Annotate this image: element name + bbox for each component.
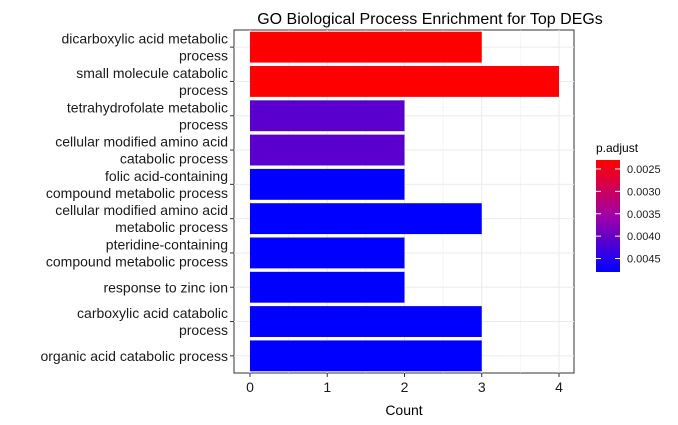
y-tick-label: process (179, 322, 228, 338)
y-tick-label: small molecule catabolic (76, 65, 228, 81)
x-tick-label: 0 (246, 379, 254, 395)
x-axis-label: Count (385, 402, 422, 418)
legend-tick-label: 0.0045 (627, 254, 661, 266)
x-tick-label: 1 (323, 379, 331, 395)
y-axis-labels: dicarboxylic acid metabolicprocesssmall … (40, 31, 234, 364)
y-tick-label: carboxylic acid catabolic (77, 305, 228, 321)
chart-title: GO Biological Process Enrichment for Top… (257, 11, 603, 28)
bar (250, 340, 482, 372)
y-tick-label: compound metabolic process (46, 185, 228, 201)
bar (250, 237, 405, 269)
y-tick-label: organic acid catabolic process (40, 348, 228, 364)
y-tick-label: catabolic process (120, 151, 228, 167)
bar (250, 203, 482, 235)
legend-tick-label: 0.0040 (627, 231, 661, 243)
y-tick-label: response to zinc ion (103, 279, 228, 295)
y-tick-label: tetrahydrofolate metabolic (67, 99, 228, 115)
bar (250, 271, 405, 303)
x-tick-label: 4 (555, 379, 563, 395)
color-legend: p.adjust 0.0025 0.0030 0.0035 0.0040 0.0045 (596, 141, 661, 272)
legend-tick-label: 0.0025 (627, 164, 661, 176)
y-tick-label: metabolic process (115, 219, 228, 235)
bar (250, 168, 405, 200)
bar (250, 306, 482, 337)
y-tick-label: dicarboxylic acid metabolic (61, 31, 228, 47)
y-tick-label: folic acid-containing (105, 168, 228, 184)
bars (250, 31, 559, 372)
x-tick-label: 3 (478, 379, 486, 395)
x-axis-ticks: 0 1 2 3 4 (246, 373, 563, 395)
legend-tick-label: 0.0030 (627, 186, 661, 198)
legend-title: p.adjust (596, 141, 639, 155)
y-tick-label: compound metabolic process (46, 253, 228, 269)
y-tick-label: cellular modified amino acid (55, 134, 228, 150)
bar (250, 100, 405, 132)
bar (250, 66, 559, 97)
y-tick-label: process (179, 82, 228, 98)
legend-tick-label: 0.0035 (627, 209, 661, 221)
plot-area: dicarboxylic acid metabolicprocesssmall … (40, 29, 575, 395)
y-tick-label: pteridine-containing (106, 236, 228, 252)
legend-ticks: 0.0025 0.0030 0.0035 0.0040 0.0045 (596, 164, 661, 266)
bar (250, 134, 405, 166)
y-tick-label: process (179, 116, 228, 132)
bar (250, 31, 482, 63)
y-tick-label: process (179, 48, 228, 64)
legend-colorbar (596, 160, 620, 272)
y-tick-label: cellular modified amino acid (55, 202, 228, 218)
x-tick-label: 2 (401, 379, 409, 395)
